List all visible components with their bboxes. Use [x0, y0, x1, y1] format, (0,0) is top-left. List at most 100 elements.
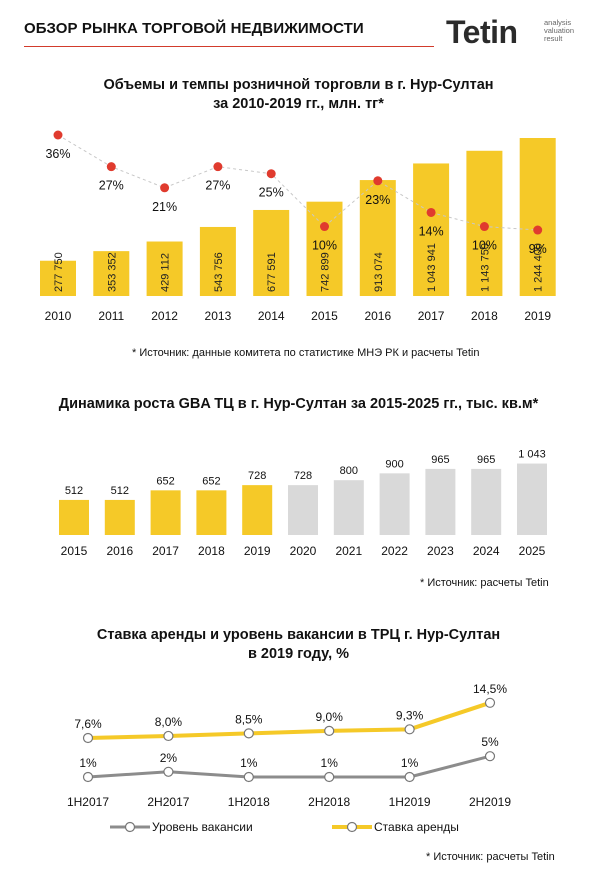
vacancy-line — [87, 754, 491, 779]
rent-label: 9,3% — [396, 708, 424, 722]
rent-label: 8,0% — [155, 715, 183, 729]
legend-vacancy-label: Уровень вакансии — [152, 820, 253, 834]
x-tick-label: 2016 — [106, 544, 133, 558]
rent-point — [82, 732, 94, 744]
bar — [150, 490, 181, 535]
bar-value-label: 1 043 — [518, 449, 546, 461]
vacancy-point — [324, 771, 335, 783]
rent-line — [87, 700, 491, 740]
growth-label: 10% — [312, 239, 337, 253]
chart2-gba-growth: 512 2015 512 2016 652 2017 652 2018 728 2019 728 20… — [59, 449, 547, 558]
x-tick-label: 1H2019 — [389, 795, 431, 809]
chart2-title: Динамика роста GBA ТЦ в г. Нур-Султан за… — [58, 396, 539, 412]
x-tick-label: 2015 — [311, 309, 338, 323]
growth-line — [57, 134, 538, 231]
rent-point — [404, 724, 415, 735]
growth-label: 14% — [419, 224, 444, 238]
chart3-source: * Источник: расчеты Tetin — [426, 851, 555, 863]
chart1-title: Объемы и темпы розничной торговли в г. Н… — [0, 76, 597, 114]
growth-label: 36% — [45, 147, 70, 161]
x-tick-label: 1H2017 — [67, 795, 109, 809]
chart2-source: * Источник: расчеты Tetin — [420, 577, 549, 589]
rent-label: 8,5% — [235, 712, 263, 726]
logo-tagline-line: valuation — [544, 26, 575, 35]
x-tick-label: 2H2019 — [469, 795, 511, 809]
x-tick-label: 2H2017 — [147, 795, 189, 809]
growth-point — [320, 222, 329, 232]
vacancy-label: 1% — [79, 756, 97, 770]
rent-point — [163, 730, 174, 742]
chart1-retail-volume: 277 750 2010 353 352 2011 429 112 2012 543 756… — [40, 130, 556, 323]
bar — [253, 209, 290, 296]
growth-label: 23% — [365, 193, 390, 207]
header-divider — [24, 46, 434, 47]
bar — [93, 251, 130, 296]
x-tick-label: 2019 — [524, 309, 551, 323]
bar — [425, 468, 456, 535]
chart1-title-line: за 2010-2019 гг., млн. тг* — [213, 96, 384, 112]
bar-value-label: 742 899 — [320, 252, 332, 292]
chart1-title-line: Объемы и темпы розничной торговли в г. Н… — [103, 77, 494, 93]
growth-point — [266, 169, 276, 179]
bar-value-label: 429 112 — [160, 253, 172, 292]
bar — [288, 485, 318, 535]
bar — [199, 226, 236, 296]
page-title: ОБЗОР РЫНКА ТОРГОВОЙ НЕДВИЖИМОСТИ — [24, 20, 364, 37]
x-tick-label: 2014 — [258, 309, 285, 323]
vacancy-label: 5% — [481, 735, 499, 749]
bar-value-label: 1 143 750 — [479, 243, 491, 292]
rent-label: 7,6% — [74, 717, 102, 731]
logo-tagline-line: analysis — [544, 18, 572, 27]
x-tick-label: 2018 — [471, 309, 498, 323]
growth-label: 9% — [529, 242, 547, 256]
chart3-title-line: Ставка аренды и уровень вакансии в ТРЦ г… — [96, 627, 501, 643]
bar-value-label: 728 — [294, 470, 312, 482]
bar-value-label: 965 — [477, 454, 495, 466]
x-tick-label: 2024 — [473, 544, 500, 558]
x-tick-label: 2016 — [364, 309, 391, 323]
bar-value-label: 512 — [65, 485, 83, 497]
legend-vacancy-marker — [124, 821, 136, 833]
x-tick-label: 2013 — [205, 309, 232, 323]
bar — [379, 473, 410, 535]
x-tick-label: 2025 — [519, 544, 546, 558]
bar-value-label: 677 591 — [266, 252, 278, 292]
growth-label: 21% — [152, 200, 177, 214]
bar — [242, 485, 273, 535]
growth-point — [213, 162, 223, 172]
vacancy-label: 1% — [240, 756, 258, 770]
x-tick-label: 2012 — [151, 309, 178, 323]
growth-label: 27% — [205, 179, 230, 193]
bar-value-label: 728 — [248, 470, 266, 482]
x-tick-label: 2017 — [418, 309, 445, 323]
x-tick-label: 2019 — [244, 544, 271, 558]
chart3-title: Ставка аренды и уровень вакансии в ТРЦ г… — [0, 626, 597, 664]
chart3-rent-vacancy: 7,6% 8,0% 8,5% 9,0% 9,3% 14,5% 1% 2% 1% 1% 1% 5% 1H2… — [67, 682, 511, 834]
rent-label: 14,5% — [473, 682, 507, 696]
bar — [59, 499, 89, 535]
vacancy-point — [404, 771, 415, 783]
bar — [519, 138, 556, 296]
x-tick-label: 2015 — [61, 544, 88, 558]
growth-point — [426, 207, 436, 217]
bar-value-label: 277 750 — [53, 252, 65, 292]
growth-point — [479, 222, 489, 232]
bar — [517, 463, 547, 535]
growth-point — [533, 225, 543, 235]
bar-value-label: 652 — [156, 475, 174, 487]
rent-point — [484, 697, 496, 708]
rent-point — [243, 728, 254, 739]
bar-value-label: 900 — [385, 458, 403, 470]
logo-tagline: analysis valuation result — [544, 19, 574, 43]
vacancy-point — [243, 771, 254, 783]
bar-value-label: 512 — [111, 485, 129, 497]
x-tick-label: 2011 — [98, 309, 124, 323]
x-tick-label: 2023 — [427, 544, 454, 558]
bar-value-label: 1 244 400 — [533, 243, 545, 292]
bar — [471, 468, 502, 535]
legend-rent-marker — [346, 821, 358, 833]
bar-value-label: 543 756 — [213, 252, 225, 292]
x-tick-label: 2021 — [335, 544, 362, 558]
growth-point — [53, 130, 63, 140]
bar — [146, 241, 183, 296]
